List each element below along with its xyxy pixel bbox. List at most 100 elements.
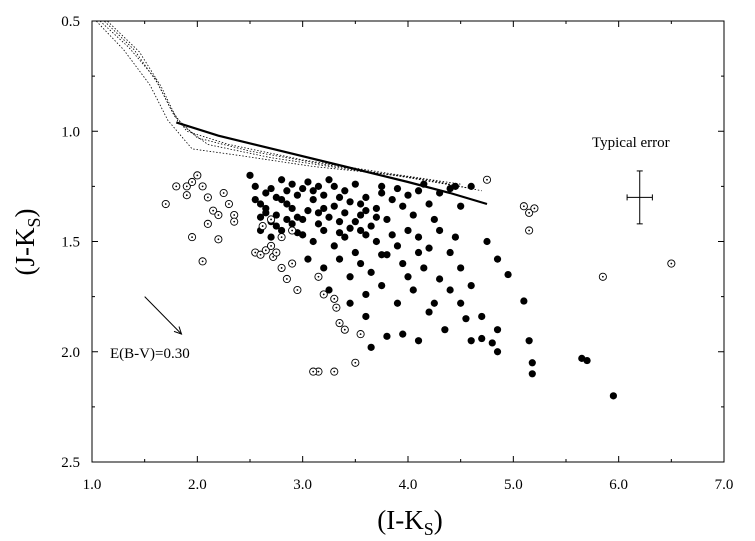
filled-point xyxy=(362,207,370,215)
open-point-dot xyxy=(317,370,320,373)
open-point-dot xyxy=(338,322,341,324)
open-point-dot xyxy=(191,181,193,183)
filled-point xyxy=(335,218,344,226)
filled-point xyxy=(378,282,386,290)
filled-point xyxy=(272,222,280,230)
open-point-dot xyxy=(528,229,531,232)
filled-point xyxy=(525,337,533,345)
filled-point xyxy=(351,180,359,188)
open-point-dot xyxy=(233,220,236,223)
filled-point xyxy=(262,204,270,213)
filled-point xyxy=(283,215,291,224)
filled-point xyxy=(441,326,449,334)
open-point-dot xyxy=(185,194,188,197)
y-tick-label: 2.0 xyxy=(61,345,80,361)
open-point-dot xyxy=(201,185,204,188)
reddening-arrow-shaft xyxy=(144,296,182,335)
filled-point xyxy=(414,233,423,241)
filled-point xyxy=(493,326,502,334)
filled-point xyxy=(325,176,333,184)
filled-point xyxy=(378,251,386,259)
filled-point xyxy=(414,337,423,345)
open-point-dot xyxy=(217,238,220,241)
filled-point xyxy=(393,242,402,250)
filled-point xyxy=(278,226,286,235)
filled-point xyxy=(457,264,465,272)
filled-point xyxy=(256,200,265,208)
reddening-label: E(B-V)=0.30 xyxy=(110,346,190,362)
filled-point xyxy=(425,200,433,208)
filled-point xyxy=(335,255,344,263)
filled-point xyxy=(367,268,375,276)
filled-point xyxy=(367,343,375,351)
open-point-dot xyxy=(333,297,336,300)
filled-point xyxy=(436,226,444,235)
filled-point xyxy=(256,213,265,221)
y-axis-title: (J-KS) xyxy=(10,208,44,275)
filled-point xyxy=(267,184,275,193)
filled-point xyxy=(357,226,365,235)
ticks-layer: 1.0 2.0 3.0 4.0 5.0 6.0 7.0 0.5 1.0 1.5 2.0 2.5 xyxy=(61,14,733,493)
y-tick-label: 1.5 xyxy=(61,235,80,251)
dotted-model-curve xyxy=(106,21,482,192)
filled-point xyxy=(583,356,591,365)
y-tick-label: 2.5 xyxy=(61,455,80,471)
open-point-dot xyxy=(280,267,283,269)
filled-point xyxy=(346,299,354,307)
filled-point xyxy=(283,200,291,208)
open-point-dot xyxy=(522,205,525,208)
x-tick-label: 4.0 xyxy=(399,477,418,493)
open-point-dot xyxy=(285,278,288,280)
filled-point xyxy=(404,226,412,235)
filled-point xyxy=(341,187,349,195)
filled-point xyxy=(325,213,333,221)
filled-point xyxy=(528,359,536,367)
open-point-dot xyxy=(270,245,272,247)
filled-point xyxy=(478,334,486,343)
filled-point xyxy=(409,211,417,219)
filled-point xyxy=(351,248,359,257)
filled-point xyxy=(314,220,323,228)
filled-point xyxy=(288,220,296,228)
open-point-dot xyxy=(354,361,357,364)
y-tick-label: 0.5 xyxy=(61,14,80,30)
filled-point xyxy=(457,299,465,307)
filled-point xyxy=(425,308,433,316)
filled-point xyxy=(346,273,354,281)
open-point-dot xyxy=(296,289,299,291)
filled-point xyxy=(357,200,365,208)
filled-point xyxy=(299,184,307,193)
filled-point xyxy=(504,270,512,279)
filled-point xyxy=(283,187,291,195)
filled-point xyxy=(393,299,402,307)
dotted-model-curve xyxy=(95,21,461,187)
filled-point xyxy=(320,204,328,213)
filled-point xyxy=(378,189,386,197)
open-point-dot xyxy=(185,185,188,188)
filled-point xyxy=(399,259,407,268)
filled-point xyxy=(320,264,328,272)
filled-point xyxy=(362,312,370,321)
filled-point xyxy=(488,339,496,347)
x-tick-label: 5.0 xyxy=(504,477,523,493)
filled-point xyxy=(251,182,259,190)
filled-point xyxy=(467,337,475,345)
filled-point xyxy=(388,196,396,204)
dotted-model-curve xyxy=(103,21,472,189)
open-point-dot xyxy=(291,229,294,232)
y-tick-label: 1.0 xyxy=(61,124,80,140)
x-tick-label: 7.0 xyxy=(715,477,734,493)
filled-point xyxy=(451,233,459,241)
typical-error-label: Typical error xyxy=(592,135,670,151)
filled-point xyxy=(320,191,328,199)
filled-point xyxy=(309,237,317,246)
x-tick-label: 6.0 xyxy=(609,477,628,493)
plot-frame xyxy=(91,20,725,463)
filled-point xyxy=(314,182,323,190)
filled-point xyxy=(346,224,354,232)
filled-point xyxy=(420,264,428,272)
thick-model-curve xyxy=(175,121,488,206)
filled-point xyxy=(341,233,349,241)
filled-point xyxy=(399,202,407,210)
